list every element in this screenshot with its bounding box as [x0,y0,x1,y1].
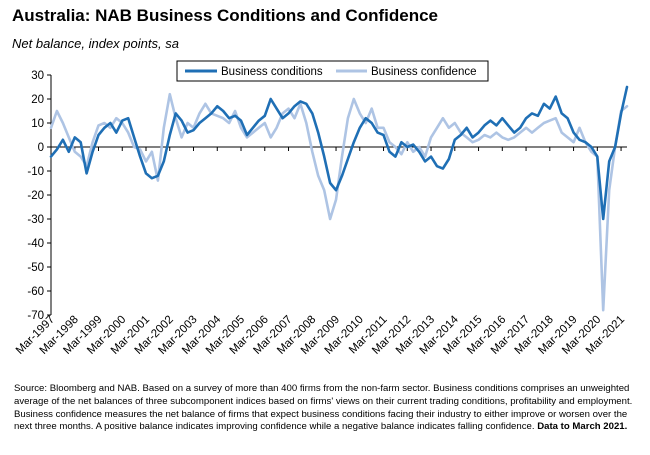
y-tick-label: 0 [38,142,44,154]
chart-title: Australia: NAB Business Conditions and C… [12,6,438,25]
series-layer [49,85,629,312]
series-business-confidence [49,92,629,312]
y-tick-label: -50 [27,262,44,274]
chart-subtitle: Net balance, index points, sa [12,36,179,51]
legend-item-business-confidence: Business confidence [336,66,476,78]
y-axis: 30 20 10 0 -10 -20 -30 -40 -50 -60 -70 [27,70,52,322]
y-tick-label: -20 [27,190,44,202]
y-tick-label: -10 [27,166,44,178]
y-tick-label: 30 [31,70,44,82]
series-business-conditions [49,85,629,221]
y-tick-label: -60 [27,286,44,298]
y-tick-label: 10 [31,118,44,130]
legend-box [176,60,489,82]
y-tick-label: -40 [27,238,44,250]
legend-label: Business confidence [371,66,476,78]
source-bold-note: Data to March 2021. [537,421,628,433]
legend-item-business-conditions: Business conditions [185,66,323,78]
source-note: Source: Bloomberg and NAB. Based on a su… [14,383,636,434]
source-text: Source: Bloomberg and NAB. Based on a su… [14,383,633,433]
y-tick-label: -30 [27,214,44,226]
legend-label: Business conditions [221,66,323,78]
y-tick-label: -70 [27,310,44,322]
legend: Business conditions Business confidence [176,60,489,82]
y-tick-label: 20 [31,94,44,106]
